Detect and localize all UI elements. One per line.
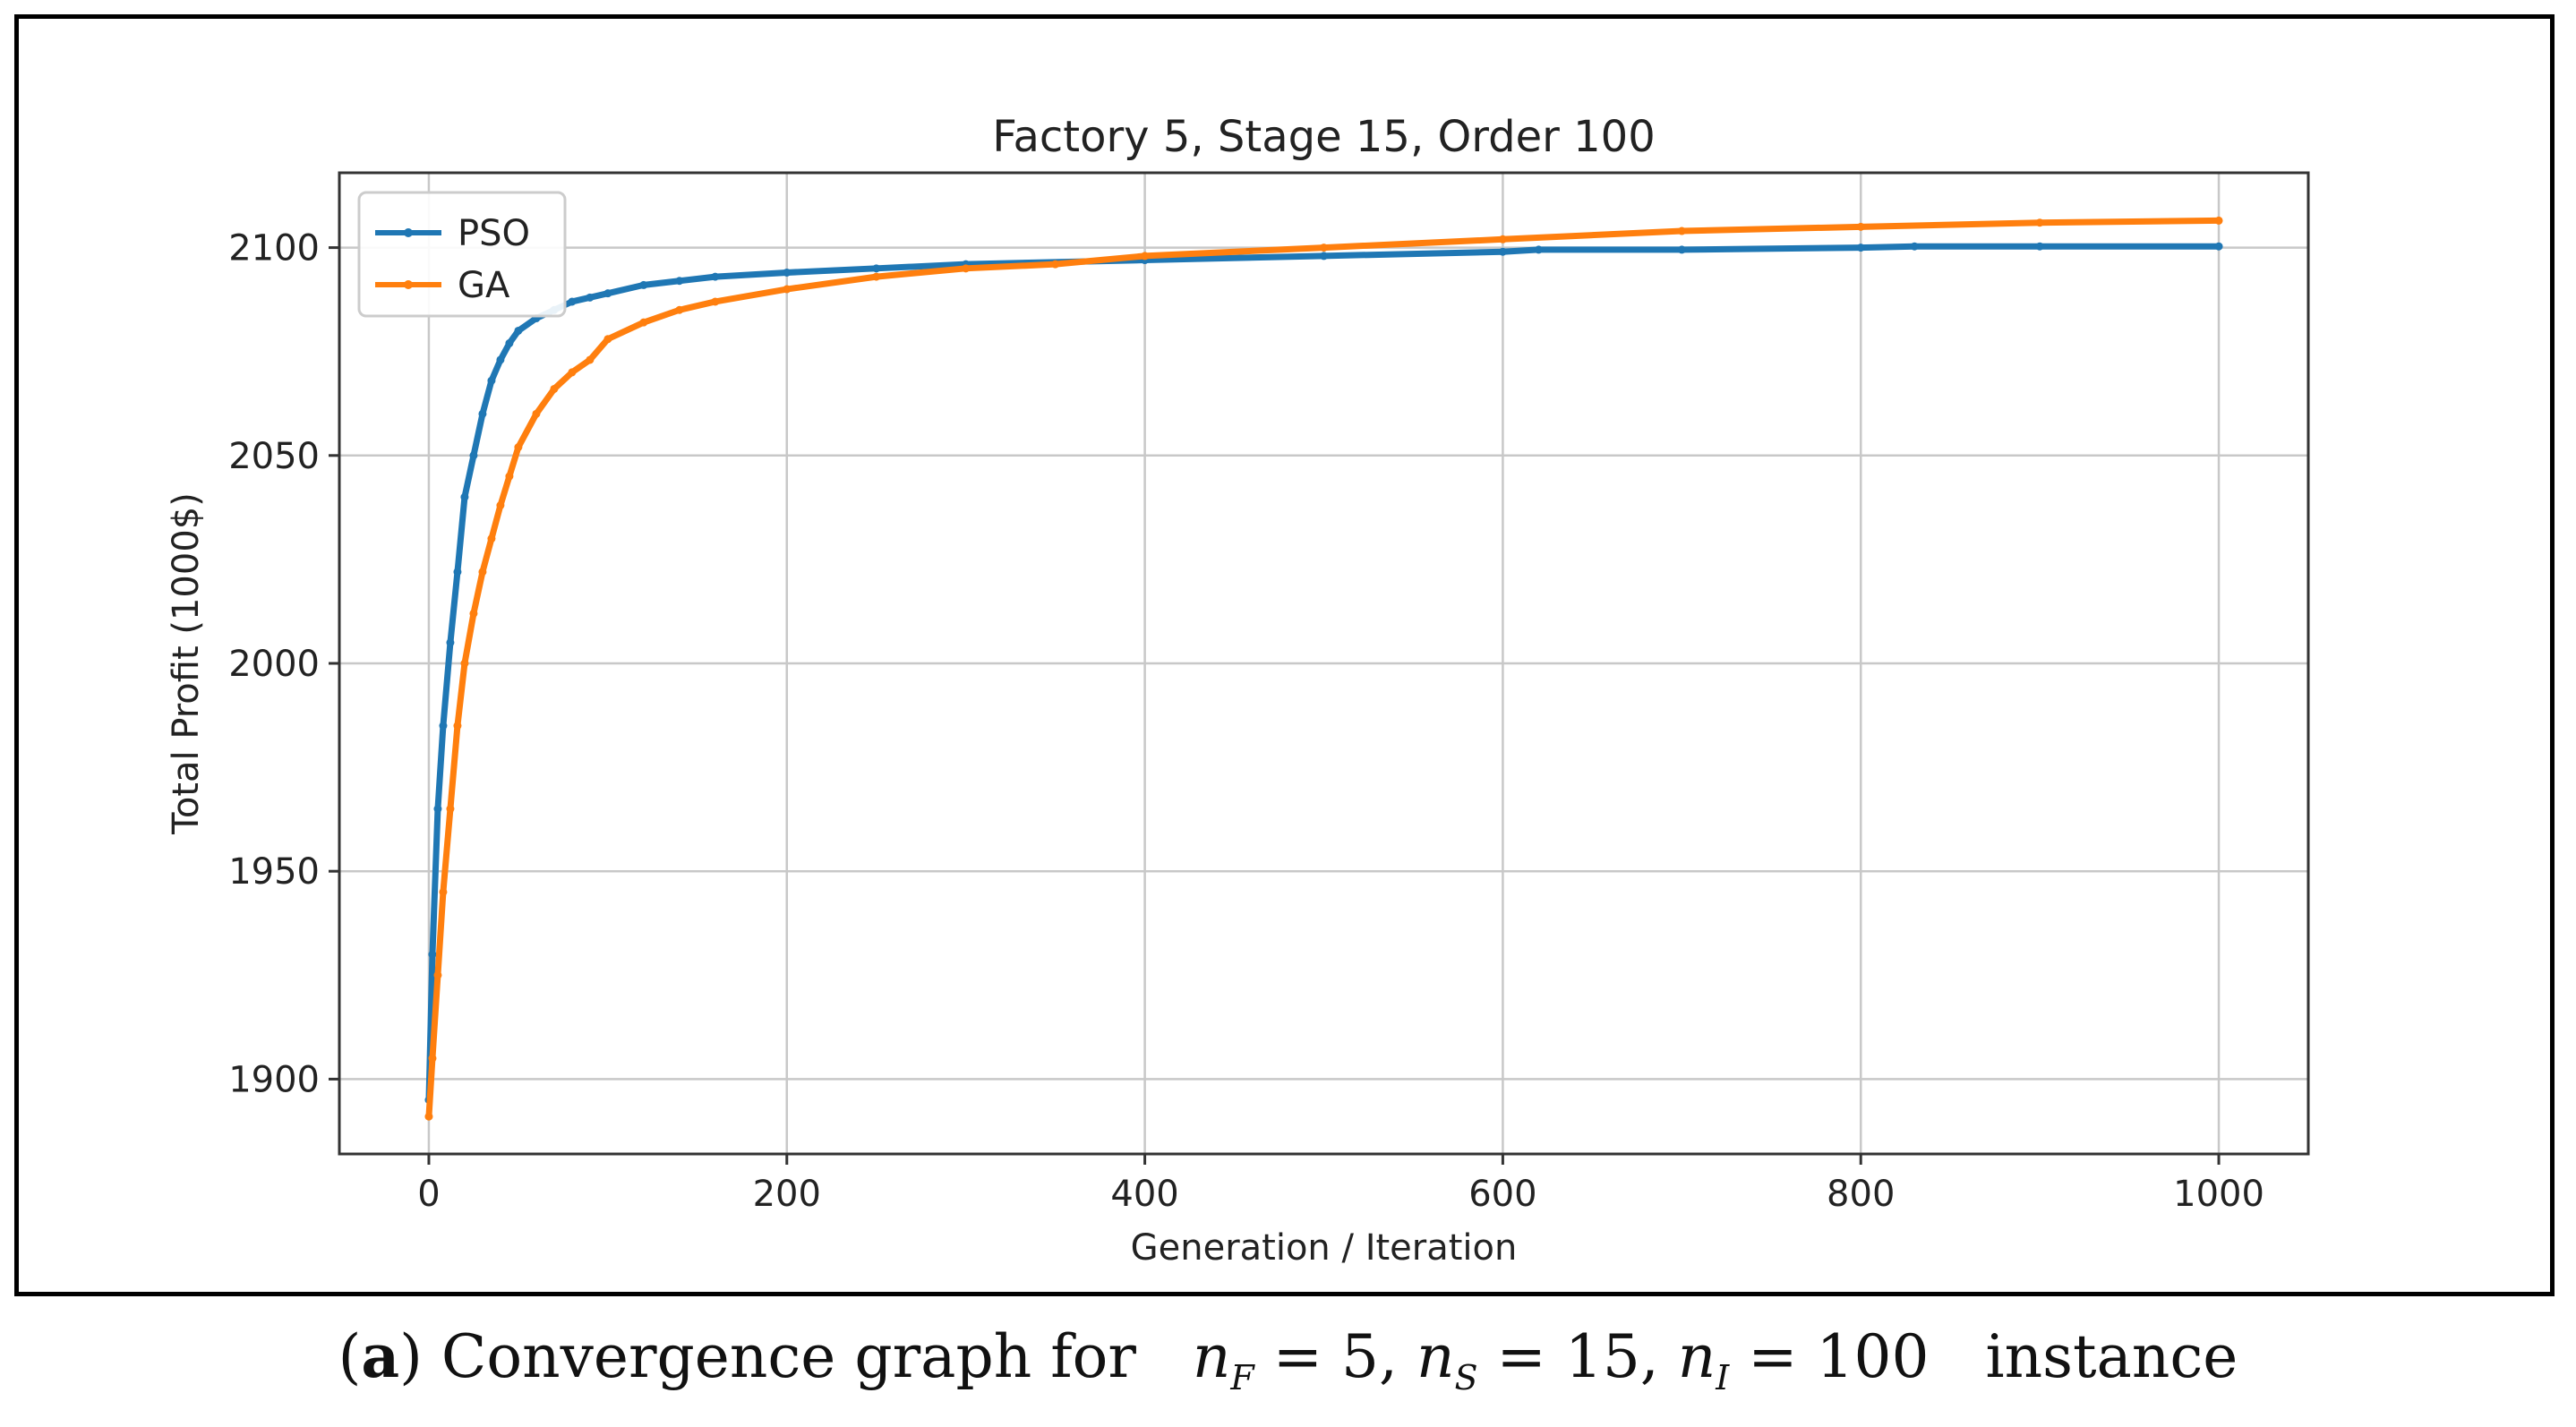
series-point-ga xyxy=(496,501,505,510)
series-point-ga xyxy=(453,722,462,731)
series-point-pso xyxy=(2035,242,2044,251)
caption-eq1: = 5, xyxy=(1254,1322,1416,1391)
series-point-pso xyxy=(496,355,505,364)
series-line-ga xyxy=(425,217,2220,1117)
series-point-pso xyxy=(603,289,612,298)
series-point-ga xyxy=(439,887,448,896)
series-point-pso xyxy=(428,950,437,959)
series-point-ga xyxy=(505,472,514,481)
series-point-pso xyxy=(1856,244,1865,252)
series-point-ga xyxy=(487,534,496,543)
y-tick-label: 2050 xyxy=(228,436,320,477)
chart: 0 200 400 600 800 1000 1900 1950 2000 2050 2100 Fac… xyxy=(166,112,2310,1269)
series-point-pso xyxy=(446,638,455,647)
y-tick-label: 2000 xyxy=(228,644,320,685)
legend-label-ga: GA xyxy=(458,265,510,306)
legend-marker-pso xyxy=(404,228,413,237)
series-point-ga xyxy=(532,409,541,418)
figure-frame: 0 200 400 600 800 1000 1900 1950 2000 2050 2100 Fac… xyxy=(14,14,2555,1296)
caption-eq3: = 100 xyxy=(1729,1322,1930,1391)
x-tick-label: 1000 xyxy=(2173,1174,2264,1215)
caption-sub-I: I xyxy=(1716,1358,1730,1398)
series-point-pso xyxy=(568,297,577,306)
series-point-ga xyxy=(446,805,455,814)
series-point-pso xyxy=(872,264,881,273)
series-point-ga xyxy=(460,659,469,668)
series-point-ga xyxy=(568,368,577,377)
caption-suffix: instance xyxy=(1985,1322,2238,1391)
series-point-pso xyxy=(1677,245,1686,254)
series-point-pso xyxy=(1320,252,1328,261)
series-point-ga xyxy=(711,297,720,306)
series-line-pso xyxy=(425,243,2220,1100)
series-point-ga xyxy=(639,318,648,327)
series-point-ga xyxy=(962,264,971,273)
series-point-ga xyxy=(2035,218,2044,227)
series-point-ga xyxy=(428,1054,437,1063)
series-point-ga xyxy=(603,335,612,344)
caption-math-nS: n xyxy=(1416,1322,1455,1391)
series-point-pso xyxy=(2214,242,2223,251)
y-tick-label: 2100 xyxy=(228,228,320,269)
series-point-pso xyxy=(783,268,792,277)
caption-math-nF: n xyxy=(1192,1322,1231,1391)
series-point-ga xyxy=(783,285,792,294)
series-point-pso xyxy=(453,568,462,577)
series-point-ga xyxy=(1498,235,1507,244)
series-point-pso xyxy=(439,722,448,731)
series-point-pso xyxy=(586,293,595,302)
series-point-pso xyxy=(505,338,514,347)
series-point-pso xyxy=(514,326,523,335)
series-point-ga xyxy=(514,443,523,452)
series-point-pso xyxy=(460,492,469,501)
caption-text: Convergence graph for xyxy=(441,1322,1136,1391)
y-axis-label: Total Profit (1000$) xyxy=(166,492,207,835)
series-point-ga xyxy=(586,355,595,364)
series-point-ga xyxy=(675,305,684,314)
x-tick-label: 600 xyxy=(1468,1174,1536,1215)
caption-label: a xyxy=(361,1321,400,1391)
caption-eq2: = 15, xyxy=(1477,1322,1678,1391)
legend-label-pso: PSO xyxy=(458,213,530,254)
series-point-ga xyxy=(1320,244,1328,252)
y-tick-label: 1950 xyxy=(228,851,320,893)
figure-caption: (a) Convergence graph for nF = 5, nS = 1… xyxy=(338,1321,2238,1398)
series-point-ga xyxy=(433,970,442,979)
series-point-ga xyxy=(1141,252,1150,261)
series-point-pso xyxy=(1910,242,1919,251)
series-point-ga xyxy=(872,272,881,281)
series-point-pso xyxy=(1498,247,1507,256)
series-point-ga xyxy=(424,1112,433,1121)
series-point-pso xyxy=(478,409,487,418)
series-point-ga xyxy=(478,568,487,577)
series-point-pso xyxy=(469,451,478,460)
series-point-ga xyxy=(1856,222,1865,231)
series-point-ga xyxy=(469,609,478,618)
caption-sub-F: F xyxy=(1230,1358,1254,1398)
series-point-pso xyxy=(711,272,720,281)
series-point-ga xyxy=(2214,216,2223,225)
x-axis-label: Generation / Iteration xyxy=(1131,1227,1518,1269)
x-tick-label: 400 xyxy=(1110,1174,1178,1215)
caption-sub-S: S xyxy=(1454,1358,1478,1398)
series-point-ga xyxy=(1051,260,1060,269)
x-tick-label: 800 xyxy=(1827,1174,1895,1215)
chart-title: Factory 5, Stage 15, Order 100 xyxy=(992,112,1655,162)
caption-math-nI: n xyxy=(1677,1322,1716,1391)
series-point-pso xyxy=(487,376,496,385)
series-point-ga xyxy=(1677,226,1686,235)
series-point-pso xyxy=(675,277,684,286)
series-point-pso xyxy=(433,805,442,814)
series-point-pso xyxy=(1534,245,1543,254)
series-point-pso xyxy=(639,280,648,289)
series-point-ga xyxy=(550,384,559,393)
legend-marker-ga xyxy=(404,280,413,289)
x-tick-label: 200 xyxy=(753,1174,821,1215)
x-tick-label: 0 xyxy=(417,1174,440,1215)
y-tick-label: 1900 xyxy=(228,1059,320,1100)
